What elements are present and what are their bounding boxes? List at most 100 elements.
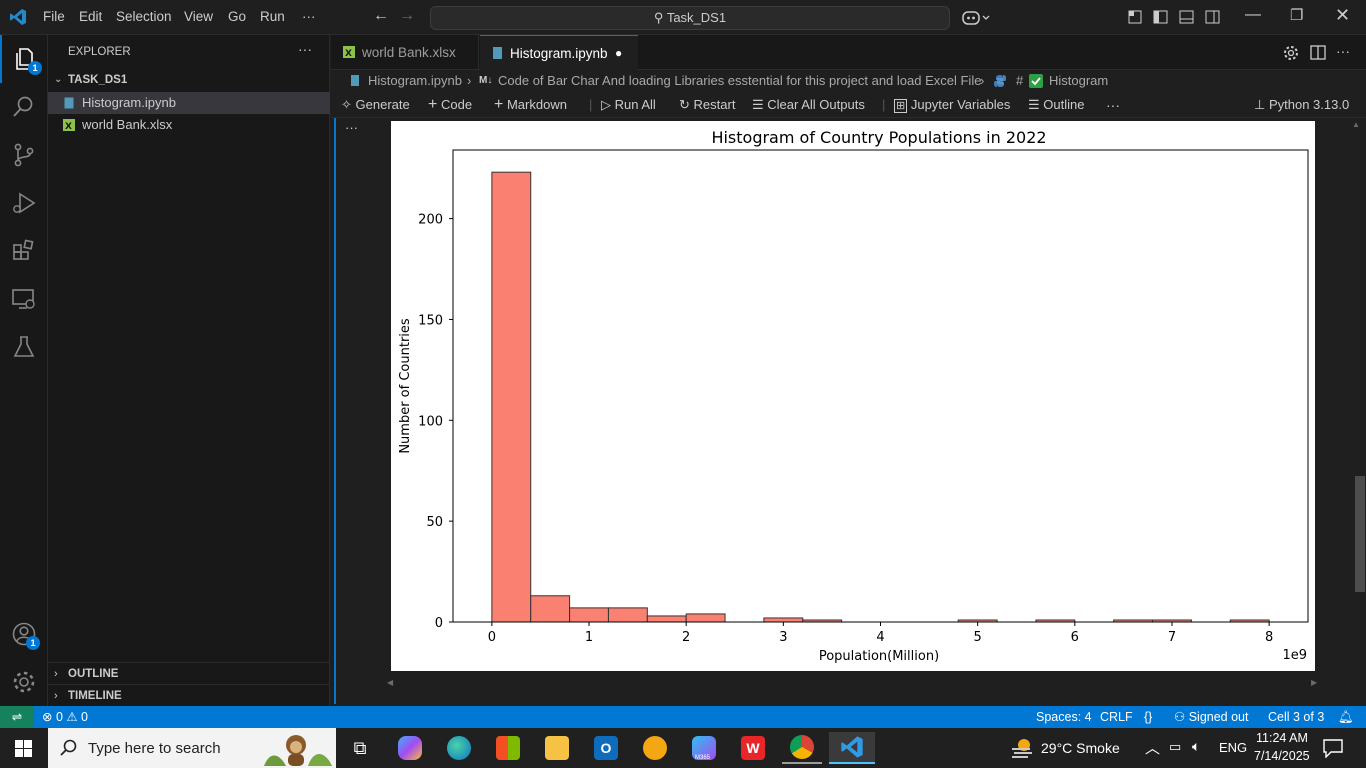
breadcrumb-cell[interactable]: Histogram [1049, 73, 1109, 88]
command-center-search[interactable]: ⚲ Task_DS1 [430, 6, 950, 30]
scroll-left-icon[interactable]: ◀ [387, 678, 394, 687]
signed-out-indicator[interactable]: ⚇ Signed out [1174, 706, 1248, 728]
settings-gear-icon[interactable] [1283, 45, 1299, 61]
language-braces-icon[interactable]: {} [1144, 710, 1153, 724]
menu-edit[interactable]: Edit [79, 9, 103, 24]
toggle-primary-sidebar-icon[interactable] [1153, 10, 1168, 24]
notifications-icon[interactable] [1323, 739, 1343, 758]
explorer-sidebar: EXPLORER ··· ⌄ TASK_DS1 Histogram.ipynb … [48, 35, 330, 706]
chrome-icon[interactable] [782, 732, 822, 764]
y-tick-label: 200 [418, 213, 443, 228]
menu-go[interactable]: Go [228, 9, 247, 24]
m365-icon[interactable]: M365 [684, 732, 724, 764]
edge-icon[interactable] [439, 732, 479, 764]
scroll-right-icon[interactable]: ▶ [1311, 678, 1318, 687]
editor-tabs: X world Bank.xlsx Histogram.ipynb ● ··· [331, 35, 1366, 70]
breadcrumb-file[interactable]: Histogram.ipynb [368, 73, 462, 88]
copilot-app-icon[interactable] [390, 732, 430, 764]
source-control-activity[interactable] [0, 131, 48, 179]
file-explorer-icon[interactable] [537, 732, 577, 764]
weather-text[interactable]: 29°C Smoke [1041, 740, 1120, 756]
restart-button[interactable]: ↻ Restart [679, 92, 735, 118]
speaker-icon[interactable]: 🔈︎ [1192, 738, 1201, 754]
outline-section[interactable]: › OUTLINE [48, 662, 330, 684]
outline-button[interactable]: ☰ Outline [1028, 92, 1084, 118]
minimize-icon[interactable]: — [1245, 6, 1261, 23]
tab-world-bank[interactable]: X world Bank.xlsx [331, 35, 479, 70]
add-markdown-button[interactable]: + Markdown [494, 92, 567, 118]
weather-smoke-icon[interactable] [1010, 737, 1034, 759]
menu-view[interactable]: View [184, 9, 214, 24]
tab-histogram[interactable]: Histogram.ipynb ● [480, 35, 638, 70]
toggle-panel-icon[interactable] [1179, 10, 1194, 24]
search-icon [60, 739, 77, 756]
menu-file[interactable]: File [43, 9, 65, 24]
tab-label: Histogram.ipynb [510, 46, 608, 61]
windows-taskbar: Type here to search ⧉ O M365 W 29°C Smok… [0, 728, 1366, 768]
clock-time[interactable]: 11:24 AM [1256, 731, 1308, 745]
split-editor-icon[interactable] [1310, 45, 1326, 60]
remote-indicator[interactable]: ⇌ [0, 706, 34, 728]
explorer-activity[interactable]: 1 [0, 35, 48, 83]
jupyter-variables-button[interactable]: ⊞ Jupyter Variables [894, 92, 1010, 119]
eol-indicator[interactable]: CRLF [1100, 710, 1133, 724]
testing-activity[interactable] [0, 323, 48, 371]
outline-label: Outline [1043, 97, 1085, 112]
extensions-activity[interactable] [0, 227, 48, 275]
windows-start-icon[interactable] [15, 740, 32, 757]
more-actions-icon[interactable]: ··· [298, 41, 312, 57]
vpn-shield-icon[interactable] [635, 732, 675, 764]
excel-icon: X [63, 119, 75, 131]
customize-layout-icon[interactable] [1128, 10, 1142, 24]
modified-dot-icon[interactable]: ● [615, 46, 623, 60]
indentation-indicator[interactable]: Spaces: 4 [1036, 710, 1092, 724]
folder-task-ds1[interactable]: ⌄ TASK_DS1 [48, 69, 330, 91]
bell-icon[interactable]: 🔔︎ [1338, 710, 1354, 724]
language-indicator[interactable]: ENG [1219, 740, 1248, 755]
outlook-icon[interactable]: O [586, 732, 626, 764]
timeline-section[interactable]: › TIMELINE [48, 684, 330, 706]
cell-indicator[interactable]: Cell 3 of 3 [1268, 710, 1325, 724]
more-actions-icon[interactable]: ··· [1106, 97, 1120, 113]
menu-more[interactable]: ··· [302, 9, 316, 24]
chart-title: Histogram of Country Populations in 2022 [711, 128, 1046, 147]
taskbar-search-box[interactable]: Type here to search [48, 728, 336, 768]
clear-outputs-button[interactable]: ☰ Clear All Outputs [752, 92, 865, 118]
battery-icon[interactable]: ▭ [1169, 739, 1182, 754]
menu-selection[interactable]: Selection [116, 9, 172, 24]
toggle-secondary-sidebar-icon[interactable] [1205, 10, 1220, 24]
close-icon[interactable]: ✕ [1335, 5, 1351, 25]
file-item-world-bank[interactable]: X world Bank.xlsx [48, 114, 330, 136]
histogram-bar [530, 595, 571, 623]
generate-button[interactable]: ✧ Generate [341, 92, 410, 118]
wps-icon[interactable]: W [733, 732, 773, 764]
task-view-icon[interactable]: ⧉ [353, 737, 367, 758]
forward-arrow-icon[interactable]: → [399, 7, 415, 24]
kernel-picker[interactable]: ⊥ Python 3.13.0 [1254, 92, 1349, 118]
play-icon: ▷ [601, 97, 611, 112]
manage-activity[interactable] [0, 658, 48, 706]
clock-date[interactable]: 7/14/2025 [1254, 749, 1310, 763]
store-icon[interactable] [488, 732, 528, 764]
menu-run[interactable]: Run [260, 9, 285, 24]
cell-more-icon[interactable]: ··· [345, 120, 358, 135]
copilot-icon[interactable] [962, 10, 992, 26]
scrollbar-thumb[interactable] [1355, 476, 1365, 592]
restore-icon[interactable]: ❐ [1290, 7, 1304, 24]
remote-explorer-activity[interactable] [0, 275, 48, 323]
x-tick-label: 1 [585, 630, 593, 645]
run-debug-activity[interactable] [0, 179, 48, 227]
breadcrumb-section[interactable]: Code of Bar Char And loading Libraries e… [498, 73, 982, 88]
scroll-up-icon[interactable]: ▲ [1352, 120, 1360, 129]
chevron-up-icon[interactable]: ︿ [1145, 740, 1161, 757]
run-all-button[interactable]: ▷ Run All [601, 92, 656, 118]
search-activity[interactable] [0, 83, 48, 131]
vscode-taskbar-icon[interactable] [829, 732, 875, 764]
problems-indicator[interactable]: ⊗ 0 ⚠ 0 [42, 710, 89, 724]
back-arrow-icon[interactable]: ← [373, 7, 389, 24]
chart-xlabel: Population(Million) [819, 649, 939, 664]
accounts-activity[interactable]: 1 [0, 610, 48, 658]
more-actions-icon[interactable]: ··· [1336, 43, 1350, 59]
file-item-histogram[interactable]: Histogram.ipynb [48, 92, 330, 114]
add-code-button[interactable]: + Code [428, 92, 472, 118]
